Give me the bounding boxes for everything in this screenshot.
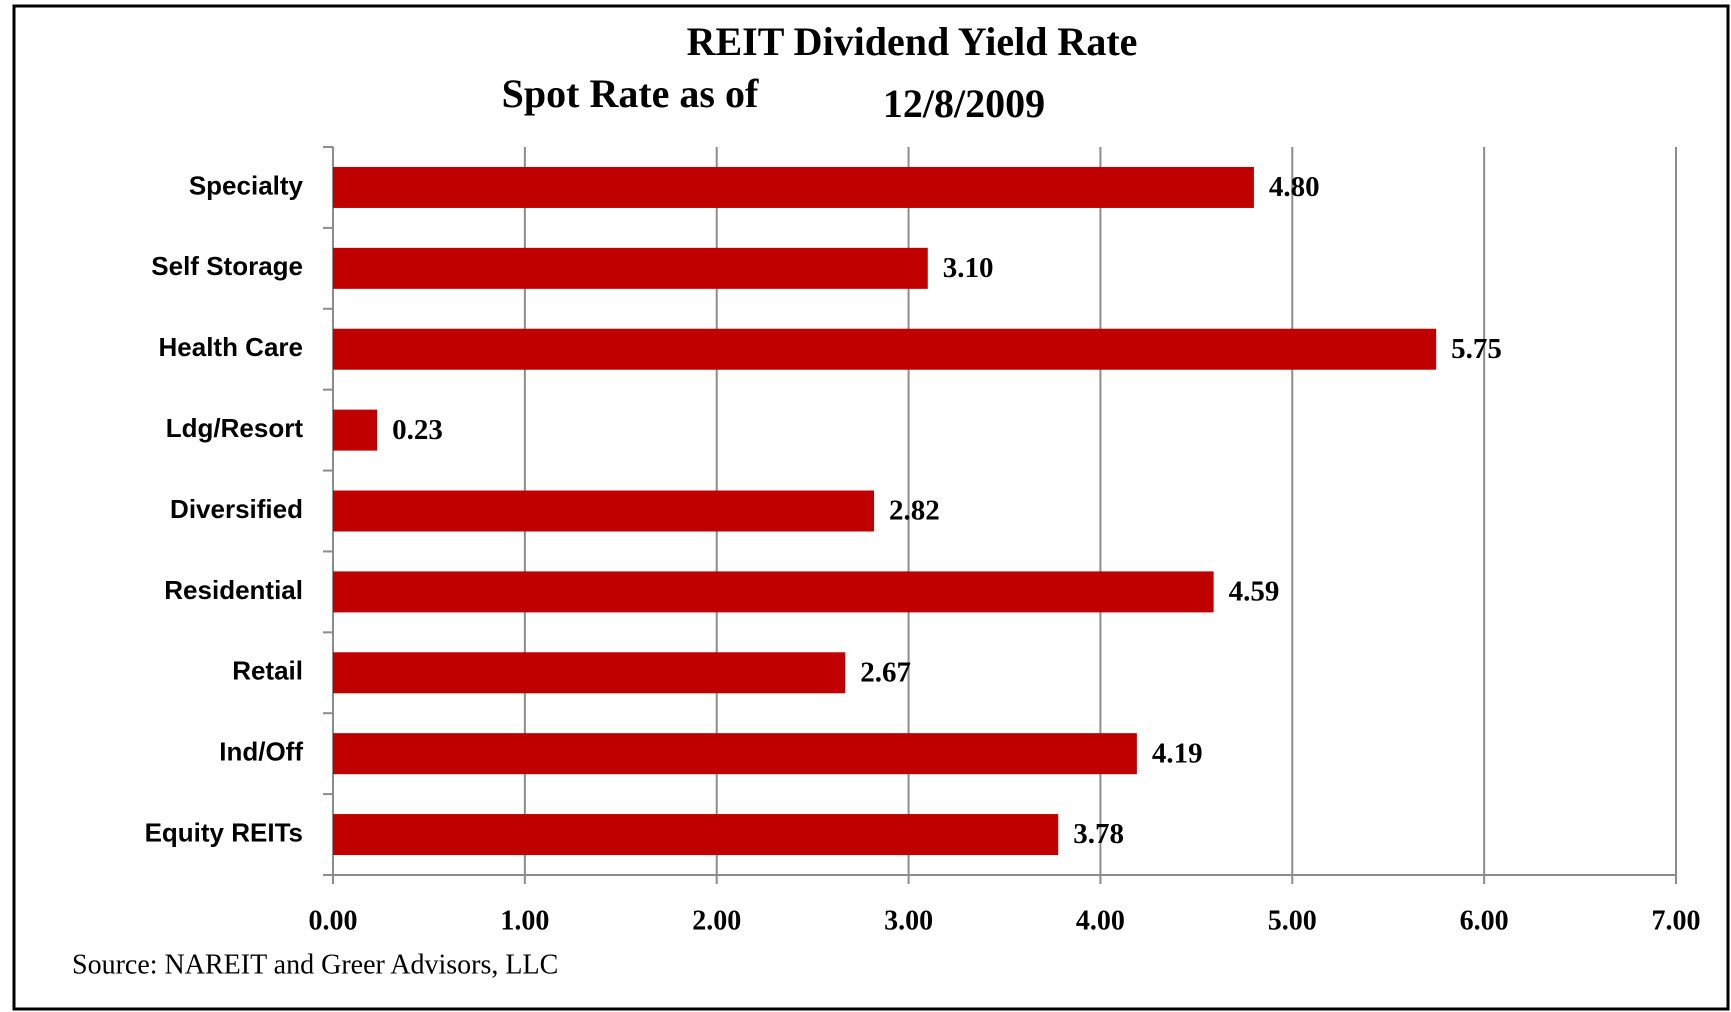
- value-label: 5.75: [1451, 333, 1502, 365]
- y-tick-label: Self Storage: [151, 251, 303, 281]
- value-label: 0.23: [392, 414, 443, 446]
- y-tick-label: Residential: [164, 575, 303, 605]
- source-note: Source: NAREIT and Greer Advisors, LLC: [72, 949, 558, 980]
- bar: [333, 328, 1437, 370]
- chart-date: 12/8/2009: [883, 81, 1045, 126]
- x-tick-label: 4.00: [1076, 905, 1125, 936]
- value-label: 2.67: [860, 656, 911, 688]
- x-tick-label: 0.00: [309, 905, 358, 936]
- chart-title: REIT Dividend Yield Rate: [687, 19, 1138, 64]
- value-label: 2.82: [889, 495, 940, 527]
- value-label: 4.80: [1269, 171, 1320, 203]
- x-tick-label: 6.00: [1460, 905, 1509, 936]
- value-label: 4.59: [1229, 576, 1280, 608]
- x-tick-label: 2.00: [692, 905, 741, 936]
- value-label: 4.19: [1152, 737, 1203, 769]
- bar: [333, 571, 1214, 613]
- x-tick-label: 5.00: [1268, 905, 1317, 936]
- bar: [333, 247, 928, 289]
- bar: [333, 490, 875, 532]
- bar: [333, 733, 1137, 775]
- y-tick-label: Diversified: [170, 494, 303, 524]
- y-tick-label: Ldg/Resort: [166, 413, 304, 443]
- y-tick-label: Retail: [232, 656, 303, 686]
- bar: [333, 409, 378, 451]
- y-tick-label: Ind/Off: [219, 737, 303, 767]
- y-tick-label: Specialty: [189, 170, 304, 200]
- chart-subtitle: Spot Rate as of: [502, 71, 759, 116]
- bar: [333, 652, 846, 694]
- value-label: 3.78: [1073, 818, 1124, 850]
- x-tick-label: 1.00: [500, 905, 549, 936]
- x-tick-label: 3.00: [884, 905, 933, 936]
- y-tick-label: Equity REITs: [145, 817, 303, 847]
- bar: [333, 166, 1254, 208]
- bar: [333, 814, 1059, 856]
- y-tick-label: Health Care: [159, 332, 304, 362]
- x-tick-label: 7.00: [1652, 905, 1701, 936]
- frame: [12, 4, 1730, 1011]
- value-label: 3.10: [943, 252, 994, 284]
